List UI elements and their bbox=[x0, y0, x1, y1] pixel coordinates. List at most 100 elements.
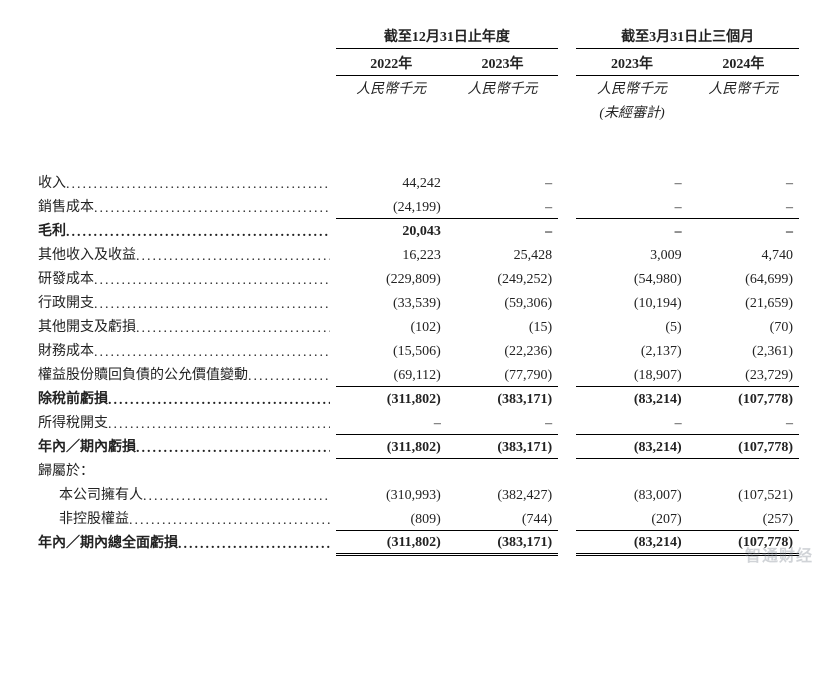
header-unit-0: 人民幣千元 bbox=[336, 76, 447, 101]
value-cell: (311,802) bbox=[336, 530, 447, 554]
header-unaudited: (未經審計) bbox=[576, 100, 687, 124]
value-cell: 16,223 bbox=[336, 242, 447, 266]
header-year-1: 2023年 bbox=[447, 49, 558, 76]
table-row: 其他開支及虧損(102)(15)(5)(70) bbox=[32, 314, 799, 338]
value-cell: (249,252) bbox=[447, 266, 558, 290]
value-cell: (70) bbox=[688, 314, 799, 338]
row-label: 其他收入及收益 bbox=[38, 244, 136, 264]
value-cell: (107,778) bbox=[688, 434, 799, 458]
value-cell bbox=[688, 458, 799, 482]
row-label: 行政開支 bbox=[38, 292, 94, 312]
value-cell: – bbox=[688, 170, 799, 194]
row-label-cell: 除稅前虧損 bbox=[32, 386, 336, 410]
table-row: 收入44,242––– bbox=[32, 170, 799, 194]
table-row: 研發成本(229,809)(249,252)(54,980)(64,699) bbox=[32, 266, 799, 290]
value-cell: (83,214) bbox=[576, 386, 687, 410]
table-row: 歸屬於： bbox=[32, 458, 799, 482]
value-cell: (310,993) bbox=[336, 482, 447, 506]
value-cell: (33,539) bbox=[336, 290, 447, 314]
row-label: 毛利 bbox=[38, 220, 66, 240]
table-row: 除稅前虧損(311,802)(383,171)(83,214)(107,778) bbox=[32, 386, 799, 410]
value-cell: (54,980) bbox=[576, 266, 687, 290]
leader-dots bbox=[94, 201, 330, 217]
row-label: 年內／期內總全面虧損 bbox=[38, 532, 178, 552]
leader-dots bbox=[136, 321, 330, 337]
value-cell: (107,521) bbox=[688, 482, 799, 506]
leader-dots bbox=[136, 441, 330, 457]
value-cell: (207) bbox=[576, 506, 687, 530]
table-row: 銷售成本(24,199)––– bbox=[32, 194, 799, 218]
header-annual-group: 截至12月31日止年度 bbox=[336, 24, 559, 49]
value-cell: (5) bbox=[576, 314, 687, 338]
row-label-cell: 權益股份贖回負債的公允價值變動 bbox=[32, 362, 336, 386]
value-cell: (69,112) bbox=[336, 362, 447, 386]
leader-dots bbox=[108, 393, 330, 409]
value-cell: (257) bbox=[688, 506, 799, 530]
header-unit-1: 人民幣千元 bbox=[447, 76, 558, 101]
value-cell: (744) bbox=[447, 506, 558, 530]
table-row: 權益股份贖回負債的公允價值變動(69,112)(77,790)(18,907)(… bbox=[32, 362, 799, 386]
leader-dots bbox=[66, 177, 330, 193]
leader-dots bbox=[178, 537, 330, 553]
value-cell bbox=[576, 458, 687, 482]
value-cell: (24,199) bbox=[336, 194, 447, 218]
value-cell: – bbox=[447, 410, 558, 434]
row-label-cell: 銷售成本 bbox=[32, 194, 336, 218]
value-cell: (311,802) bbox=[336, 434, 447, 458]
value-cell: – bbox=[688, 218, 799, 242]
header-year-2: 2023年 bbox=[576, 49, 687, 76]
row-label-cell: 本公司擁有人 bbox=[32, 482, 336, 506]
leader-dots bbox=[94, 297, 330, 313]
watermark: 智通财经 bbox=[745, 542, 813, 566]
value-cell: 20,043 bbox=[336, 218, 447, 242]
value-cell: (10,194) bbox=[576, 290, 687, 314]
row-label: 研發成本 bbox=[38, 268, 94, 288]
income-statement-table: 截至12月31日止年度 截至3月31日止三個月 2022年 2023年 2023… bbox=[32, 24, 799, 556]
row-label-cell: 歸屬於： bbox=[32, 458, 336, 482]
value-cell: – bbox=[576, 218, 687, 242]
value-cell: (83,214) bbox=[576, 434, 687, 458]
value-cell: (22,236) bbox=[447, 338, 558, 362]
value-cell: (83,214) bbox=[576, 530, 687, 554]
value-cell: – bbox=[688, 410, 799, 434]
value-cell bbox=[447, 458, 558, 482]
table-row: 財務成本(15,506)(22,236)(2,137)(2,361) bbox=[32, 338, 799, 362]
value-cell: – bbox=[576, 194, 687, 218]
value-cell: (23,729) bbox=[688, 362, 799, 386]
row-label: 歸屬於： bbox=[38, 460, 94, 480]
value-cell: (809) bbox=[336, 506, 447, 530]
row-label-cell: 非控股權益 bbox=[32, 506, 336, 530]
leader-dots bbox=[136, 249, 330, 265]
value-cell: (83,007) bbox=[576, 482, 687, 506]
row-label: 非控股權益 bbox=[38, 508, 129, 528]
row-label: 銷售成本 bbox=[38, 196, 94, 216]
value-cell: (229,809) bbox=[336, 266, 447, 290]
value-cell: 4,740 bbox=[688, 242, 799, 266]
value-cell: (59,306) bbox=[447, 290, 558, 314]
leader-dots bbox=[66, 225, 330, 241]
leader-dots bbox=[108, 417, 330, 433]
row-label-cell: 其他開支及虧損 bbox=[32, 314, 336, 338]
row-label-cell: 所得稅開支 bbox=[32, 410, 336, 434]
leader-dots bbox=[94, 345, 330, 361]
table-row: 其他收入及收益16,22325,4283,0094,740 bbox=[32, 242, 799, 266]
header-year-0: 2022年 bbox=[336, 49, 447, 76]
value-cell: – bbox=[336, 410, 447, 434]
value-cell: – bbox=[447, 218, 558, 242]
row-label-cell: 其他收入及收益 bbox=[32, 242, 336, 266]
value-cell: (107,778) bbox=[688, 386, 799, 410]
value-cell: – bbox=[447, 194, 558, 218]
value-cell: (18,907) bbox=[576, 362, 687, 386]
table-row: 年內／期內虧損(311,802)(383,171)(83,214)(107,77… bbox=[32, 434, 799, 458]
value-cell: (2,361) bbox=[688, 338, 799, 362]
row-label: 除稅前虧損 bbox=[38, 388, 108, 408]
value-cell: (15) bbox=[447, 314, 558, 338]
row-label: 年內／期內虧損 bbox=[38, 436, 136, 456]
row-label-cell: 財務成本 bbox=[32, 338, 336, 362]
value-cell: 25,428 bbox=[447, 242, 558, 266]
table-row: 年內／期內總全面虧損(311,802)(383,171)(83,214)(107… bbox=[32, 530, 799, 554]
row-label: 權益股份贖回負債的公允價值變動 bbox=[38, 364, 248, 384]
table-row: 毛利20,043––– bbox=[32, 218, 799, 242]
row-label-cell: 收入 bbox=[32, 170, 336, 194]
header-unit-3: 人民幣千元 bbox=[688, 76, 799, 101]
